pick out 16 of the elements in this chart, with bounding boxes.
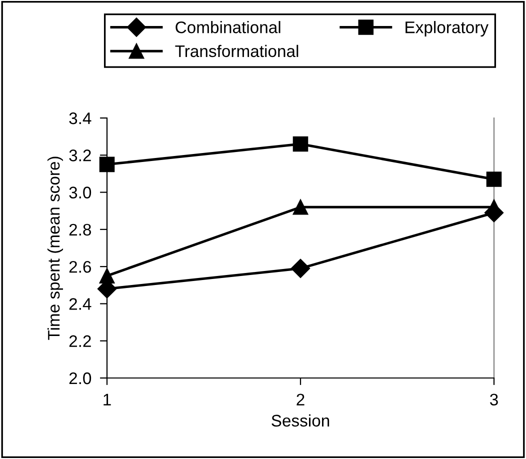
legend-label: Combinational <box>176 21 280 34</box>
y-tick-label: 2.2 <box>69 335 91 347</box>
y-tick-label: 3.2 <box>69 150 91 162</box>
y-tick-label: 3.0 <box>69 186 92 198</box>
y-tick-label: 2.6 <box>69 260 91 273</box>
legend-label: Transformational <box>175 44 298 58</box>
y-tick-label: 3.4 <box>69 112 92 124</box>
y-tick-label: 2.4 <box>69 298 92 310</box>
y-tick-label: 2.8 <box>69 224 91 236</box>
y-axis-title: Time spent (mean score) <box>47 156 63 340</box>
x-tick-label: 3 <box>490 394 498 406</box>
y-tick-label: 2.0 <box>69 372 92 384</box>
x-axis-title: Session <box>272 414 330 427</box>
legend-label: Exploratory <box>406 21 488 37</box>
x-tick-label: 2 <box>296 394 304 406</box>
x-tick-label: 1 <box>104 394 111 406</box>
